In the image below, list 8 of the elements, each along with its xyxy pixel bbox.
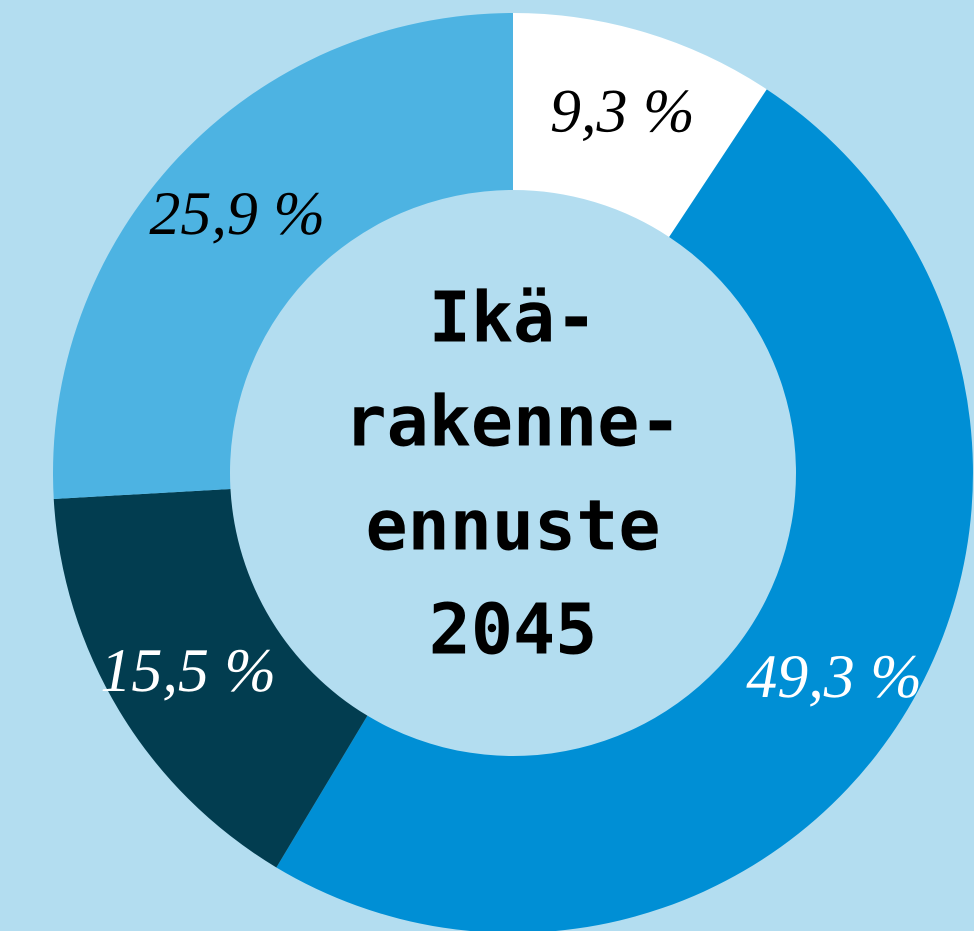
data-label: 25,9 % xyxy=(149,180,325,248)
donut-slice xyxy=(513,13,767,237)
data-label: 15,5 % xyxy=(100,636,276,705)
text: Ikä- rakenne- ennuste 2045 xyxy=(344,276,682,670)
donut-slice xyxy=(276,89,973,931)
donut-slice xyxy=(54,488,368,868)
data-label: 9,3 % xyxy=(550,77,695,146)
data-label: 49,3 % xyxy=(746,643,922,712)
